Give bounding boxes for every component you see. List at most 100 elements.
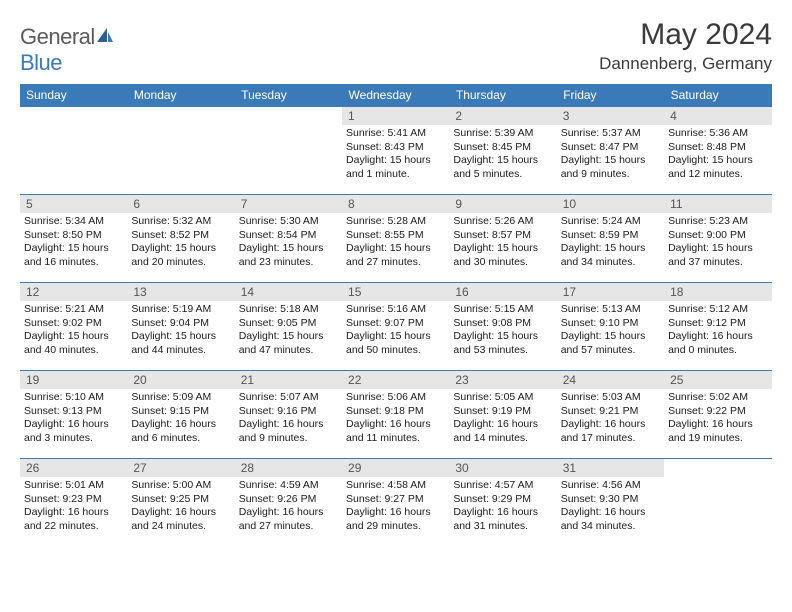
calendar-day-cell: 30Sunrise: 4:57 AMSunset: 9:29 PMDayligh… bbox=[449, 459, 556, 547]
calendar-day-cell: 15Sunrise: 5:16 AMSunset: 9:07 PMDayligh… bbox=[342, 283, 449, 371]
day-data: Sunrise: 5:01 AMSunset: 9:23 PMDaylight:… bbox=[20, 477, 127, 534]
sunset-line: Sunset: 9:30 PM bbox=[561, 493, 660, 507]
calendar-day-cell: 23Sunrise: 5:05 AMSunset: 9:19 PMDayligh… bbox=[449, 371, 556, 459]
day-number: 31 bbox=[557, 459, 664, 477]
calendar-week-row: 5Sunrise: 5:34 AMSunset: 8:50 PMDaylight… bbox=[20, 195, 772, 283]
day-number: 10 bbox=[557, 195, 664, 213]
daylight-line: Daylight: 16 hours and 19 minutes. bbox=[668, 418, 767, 445]
calendar-day-cell: 10 Sunrise: 5:24 AMSunset: 8:59 PMDayligh… bbox=[557, 195, 664, 283]
calendar-day-cell: 1Sunrise: 5:41 AMSunset: 8:43 PMDaylight… bbox=[342, 107, 449, 195]
daylight-line: Daylight: 16 hours and 29 minutes. bbox=[346, 506, 445, 533]
day-number: 30 bbox=[449, 459, 556, 477]
daylight-line: Daylight: 15 hours and 9 minutes. bbox=[561, 154, 660, 181]
calendar-week-row: 26Sunrise: 5:01 AMSunset: 9:23 PMDayligh… bbox=[20, 459, 772, 547]
daylight-line: Daylight: 15 hours and 30 minutes. bbox=[453, 242, 552, 269]
calendar-day-cell: 24Sunrise: 5:03 AMSunset: 9:21 PMDayligh… bbox=[557, 371, 664, 459]
daylight-line: Daylight: 16 hours and 14 minutes. bbox=[453, 418, 552, 445]
sunset-line: Sunset: 9:05 PM bbox=[239, 317, 338, 331]
day-data: Sunrise: 5:30 AMSunset: 8:54 PMDaylight:… bbox=[235, 213, 342, 270]
sunset-line: Sunset: 8:45 PM bbox=[453, 141, 552, 155]
sunrise-line: Sunrise: 5:36 AM bbox=[668, 127, 767, 141]
calendar-day-cell: 27Sunrise: 5:00 AMSunset: 9:25 PMDayligh… bbox=[127, 459, 234, 547]
day-number: 16 bbox=[449, 283, 556, 301]
sunset-line: Sunset: 9:02 PM bbox=[24, 317, 123, 331]
weekday-header: Tuesday bbox=[235, 84, 342, 107]
calendar-day-cell: 5Sunrise: 5:34 AMSunset: 8:50 PMDaylight… bbox=[20, 195, 127, 283]
sunrise-line: Sunrise: 5:41 AM bbox=[346, 127, 445, 141]
calendar-day-cell: 13Sunrise: 5:19 AMSunset: 9:04 PMDayligh… bbox=[127, 283, 234, 371]
sunrise-line: Sunrise: 5:13 AM bbox=[561, 303, 660, 317]
sunset-line: Sunset: 8:50 PM bbox=[24, 229, 123, 243]
day-number: 20 bbox=[127, 371, 234, 389]
sunset-line: Sunset: 9:18 PM bbox=[346, 405, 445, 419]
brand-text: GeneralBlue bbox=[20, 24, 115, 76]
sunset-line: Sunset: 9:00 PM bbox=[668, 229, 767, 243]
day-number: 15 bbox=[342, 283, 449, 301]
sunset-line: Sunset: 8:47 PM bbox=[561, 141, 660, 155]
day-data: Sunrise: 5:06 AMSunset: 9:18 PMDaylight:… bbox=[342, 389, 449, 446]
day-data: Sunrise: 5:15 AMSunset: 9:08 PMDaylight:… bbox=[449, 301, 556, 358]
daylight-line: Daylight: 16 hours and 11 minutes. bbox=[346, 418, 445, 445]
sunrise-line: Sunrise: 5:24 AM bbox=[561, 215, 660, 229]
calendar-day-cell: 11Sunrise: 5:23 AMSunset: 9:00 PMDayligh… bbox=[664, 195, 771, 283]
daylight-line: Daylight: 15 hours and 34 minutes. bbox=[561, 242, 660, 269]
day-number: 21 bbox=[235, 371, 342, 389]
sunrise-line: Sunrise: 4:56 AM bbox=[561, 479, 660, 493]
sunrise-line: Sunrise: 5:16 AM bbox=[346, 303, 445, 317]
calendar-week-row: 12Sunrise: 5:21 AMSunset: 9:02 PMDayligh… bbox=[20, 283, 772, 371]
daylight-line: Daylight: 16 hours and 31 minutes. bbox=[453, 506, 552, 533]
sunrise-line: Sunrise: 5:37 AM bbox=[561, 127, 660, 141]
calendar-day-cell: 4Sunrise: 5:36 AMSunset: 8:48 PMDaylight… bbox=[664, 107, 771, 195]
daylight-line: Daylight: 15 hours and 5 minutes. bbox=[453, 154, 552, 181]
sunrise-line: Sunrise: 5:12 AM bbox=[668, 303, 767, 317]
sunrise-line: Sunrise: 5:03 AM bbox=[561, 391, 660, 405]
sunset-line: Sunset: 8:55 PM bbox=[346, 229, 445, 243]
sunset-line: Sunset: 8:52 PM bbox=[131, 229, 230, 243]
weekday-header: Wednesday bbox=[342, 84, 449, 107]
sunrise-line: Sunrise: 5:23 AM bbox=[668, 215, 767, 229]
day-number: 9 bbox=[449, 195, 556, 213]
sunset-line: Sunset: 8:57 PM bbox=[453, 229, 552, 243]
sunrise-line: Sunrise: 4:58 AM bbox=[346, 479, 445, 493]
day-number: 4 bbox=[664, 107, 771, 125]
day-data: Sunrise: 5:16 AMSunset: 9:07 PMDaylight:… bbox=[342, 301, 449, 358]
day-data: Sunrise: 5:26 AMSunset: 8:57 PMDaylight:… bbox=[449, 213, 556, 270]
sunset-line: Sunset: 9:21 PM bbox=[561, 405, 660, 419]
sunset-line: Sunset: 9:26 PM bbox=[239, 493, 338, 507]
day-number: 29 bbox=[342, 459, 449, 477]
day-data: Sunrise: 5:13 AMSunset: 9:10 PMDaylight:… bbox=[557, 301, 664, 358]
calendar-day-cell: 22Sunrise: 5:06 AMSunset: 9:18 PMDayligh… bbox=[342, 371, 449, 459]
sunrise-line: Sunrise: 5:34 AM bbox=[24, 215, 123, 229]
sunset-line: Sunset: 9:16 PM bbox=[239, 405, 338, 419]
calendar-day-cell: 29Sunrise: 4:58 AMSunset: 9:27 PMDayligh… bbox=[342, 459, 449, 547]
sunset-line: Sunset: 8:59 PM bbox=[561, 229, 660, 243]
daylight-line: Daylight: 15 hours and 47 minutes. bbox=[239, 330, 338, 357]
sunset-line: Sunset: 9:29 PM bbox=[453, 493, 552, 507]
sunset-line: Sunset: 9:07 PM bbox=[346, 317, 445, 331]
calendar-page: GeneralBlue May 2024 Dannenberg, Germany… bbox=[0, 0, 792, 547]
sunrise-line: Sunrise: 5:21 AM bbox=[24, 303, 123, 317]
day-number: 13 bbox=[127, 283, 234, 301]
day-data: Sunrise: 5:21 AMSunset: 9:02 PMDaylight:… bbox=[20, 301, 127, 358]
month-title: May 2024 bbox=[599, 18, 772, 52]
day-number: 22 bbox=[342, 371, 449, 389]
daylight-line: Daylight: 15 hours and 44 minutes. bbox=[131, 330, 230, 357]
day-data: Sunrise: 5:32 AMSunset: 8:52 PMDaylight:… bbox=[127, 213, 234, 270]
daylight-line: Daylight: 16 hours and 34 minutes. bbox=[561, 506, 660, 533]
daylight-line: Daylight: 15 hours and 50 minutes. bbox=[346, 330, 445, 357]
day-data: Sunrise: 4:56 AMSunset: 9:30 PMDaylight:… bbox=[557, 477, 664, 534]
daylight-line: Daylight: 15 hours and 20 minutes. bbox=[131, 242, 230, 269]
calendar-day-cell bbox=[235, 107, 342, 195]
day-number: 12 bbox=[20, 283, 127, 301]
daylight-line: Daylight: 16 hours and 9 minutes. bbox=[239, 418, 338, 445]
daylight-line: Daylight: 16 hours and 0 minutes. bbox=[668, 330, 767, 357]
calendar-day-cell bbox=[664, 459, 771, 547]
sunrise-line: Sunrise: 5:18 AM bbox=[239, 303, 338, 317]
calendar-day-cell: 14Sunrise: 5:18 AMSunset: 9:05 PMDayligh… bbox=[235, 283, 342, 371]
sunset-line: Sunset: 9:25 PM bbox=[131, 493, 230, 507]
calendar-day-cell: 28Sunrise: 4:59 AMSunset: 9:26 PMDayligh… bbox=[235, 459, 342, 547]
day-data: Sunrise: 5:39 AMSunset: 8:45 PMDaylight:… bbox=[449, 125, 556, 182]
daylight-line: Daylight: 16 hours and 22 minutes. bbox=[24, 506, 123, 533]
calendar-day-cell: 31Sunrise: 4:56 AMSunset: 9:30 PMDayligh… bbox=[557, 459, 664, 547]
calendar-day-cell: 25Sunrise: 5:02 AMSunset: 9:22 PMDayligh… bbox=[664, 371, 771, 459]
